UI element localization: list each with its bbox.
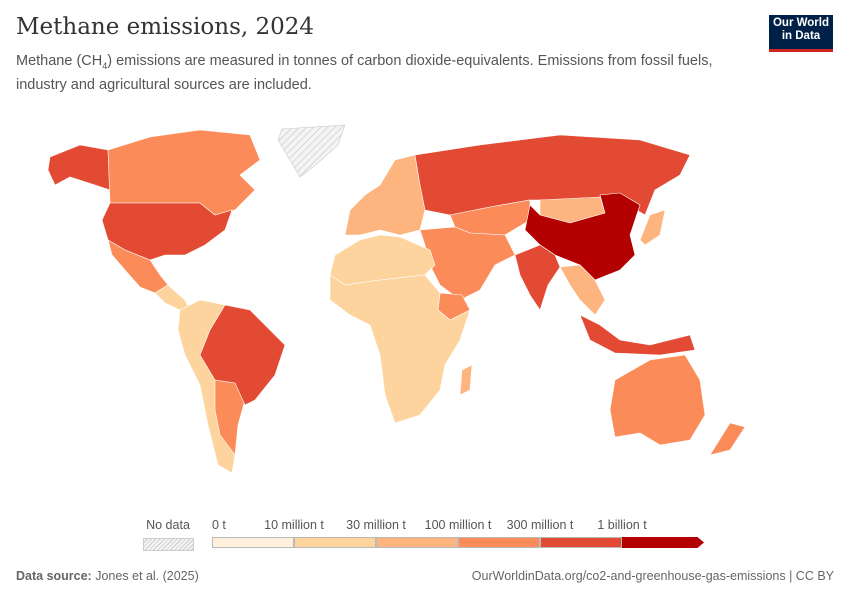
legend-bin-0 [212,537,294,548]
legend-label-3: 100 million t [424,518,492,532]
subtitle-text: Methane (CH [16,53,103,69]
country-indonesia[interactable] [579,314,696,356]
legend-bin-3 [458,537,540,548]
legend-no-data-label: No data [146,518,190,532]
country-new-zealand[interactable] [709,422,746,456]
footer-source: Data source: Jones et al. (2025) [16,569,199,583]
subtitle-text-rest: ) emissions are measured in tonnes of ca… [16,53,713,93]
logo-line2: in Data [781,30,821,42]
country-japan[interactable] [639,209,666,246]
country-madagascar[interactable] [459,364,473,396]
country-africa-central-south[interactable] [329,274,471,424]
legend-label-1: 10 million t [264,518,324,532]
world-map[interactable] [0,115,850,510]
country-canada[interactable] [107,129,261,216]
legend-bin-4 [540,537,622,548]
legend-bin-5 [622,537,704,548]
country-europe[interactable] [344,154,426,236]
country-brazil[interactable] [199,304,286,406]
country-greenland[interactable] [277,124,346,178]
legend-bin-2 [376,537,458,548]
subtitle-subscript: 4 [102,60,108,71]
footer-url[interactable]: OurWorldinData.org/co2-and-greenhouse-ga… [471,569,834,583]
legend-label-5: 1 billion t [597,518,647,532]
chart-subtitle: Methane (CH4) emissions are measured in … [16,52,746,95]
owid-logo[interactable]: Our World in Data [769,15,833,52]
country-alaska[interactable] [47,144,111,191]
country-southeast-asia[interactable] [559,264,606,316]
country-australia[interactable] [609,354,706,446]
legend-no-data-swatch [143,538,194,551]
legend-label-0: 0 t [212,518,226,532]
source-text: Jones et al. (2025) [95,569,199,583]
map-legend: No data 0 t 10 million t 30 million t 100 m… [0,515,850,555]
chart-title: Methane emissions, 2024 [16,14,315,40]
logo-line1: Our World [772,17,829,29]
legend-bin-1 [294,537,376,548]
legend-label-4: 300 million t [506,518,574,532]
country-india[interactable] [514,244,561,311]
legend-label-2: 30 million t [346,518,406,532]
source-label: Data source: [16,569,92,583]
